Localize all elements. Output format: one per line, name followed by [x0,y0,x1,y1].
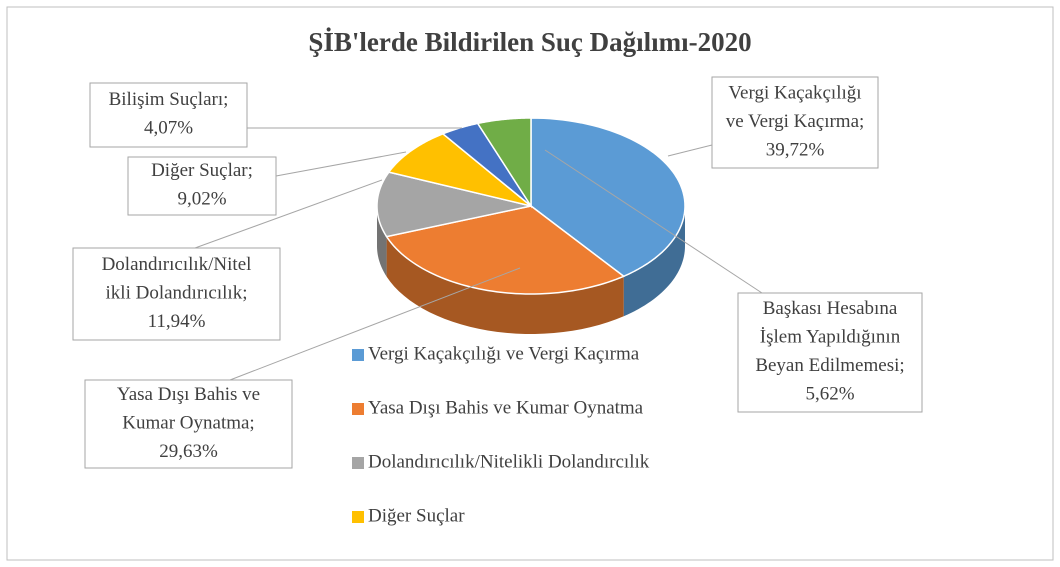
label-text: Diğer Suçlar; [151,160,253,181]
label-box [72,247,281,341]
pie-slice [376,171,532,238]
label-text: Başkası Hesabına [763,298,898,319]
pie-slice [387,132,532,207]
legend-swatch [352,511,364,523]
label-text: Beyan Edilmemesi; [755,355,904,376]
label-value: 39,72% [766,139,825,160]
label-text: Dolandırıcılık/Nitel [102,254,252,275]
label-value: 4,07% [144,118,193,139]
legend-label: Vergi Kaçakçılığı ve Vergi Kaçırma [368,343,640,364]
label-value: 9,02% [177,189,226,210]
label-value: 11,94% [148,311,206,332]
legend-swatch [352,349,364,361]
label-text: ikli Dolandırıcılık; [106,282,248,303]
chart-title: ŞİB'lerde Bildirilen Suç Dağılımı-2020 [308,27,751,57]
legend-swatch [352,457,364,469]
label-text: Yasa Dışı Bahis ve [117,384,260,405]
label-text: Kumar Oynatma; [122,412,254,433]
label-box [84,379,293,469]
label-text: Vergi Kaçakçılığı [728,82,861,103]
leader-line [667,144,713,157]
legend-label: Diğer Suçlar [368,505,465,526]
pie-slice [476,117,532,209]
legend-label: Dolandırıcılık/Nitelikli Dolandırcılık [368,451,650,472]
label-box [711,76,879,169]
pie-slice [385,205,626,295]
data-labels: Vergi Kaçakçılığı ve Vergi Kaçırma; 39,72%… [72,76,923,469]
leader-line [229,267,521,381]
label-text: İşlem Yapıldığının [760,327,901,348]
leader-line [544,149,763,294]
label-value: 5,62% [805,384,854,405]
label-text: Bilişim Suçları; [109,89,229,110]
pie-slice-side [623,206,685,317]
pie-slice-side [386,236,624,334]
leader-line [194,179,383,249]
label-box [737,292,923,413]
label-value: 29,63% [159,441,218,462]
label-box [127,156,277,216]
leader-line [275,151,407,177]
pie-slice [530,117,686,278]
pie [376,117,686,334]
legend-swatch [352,403,364,415]
label-box [89,82,248,148]
label-text: ve Vergi Kaçırma; [726,111,865,132]
legend-label: Yasa Dışı Bahis ve Kumar Oynatma [368,397,644,418]
